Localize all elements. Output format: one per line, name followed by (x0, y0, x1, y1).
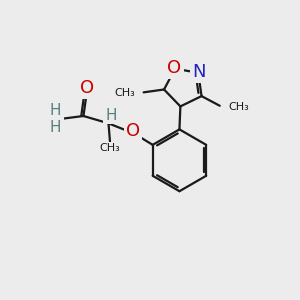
Text: O: O (80, 79, 94, 97)
Text: H: H (105, 108, 117, 123)
Text: N: N (192, 63, 206, 81)
Text: O: O (126, 122, 140, 140)
Text: O: O (167, 59, 182, 77)
Text: H: H (50, 120, 61, 135)
Text: CH₃: CH₃ (100, 143, 120, 153)
Text: CH₃: CH₃ (228, 102, 249, 112)
Text: CH₃: CH₃ (115, 88, 135, 98)
Text: N: N (49, 109, 62, 127)
Text: H: H (50, 103, 61, 118)
